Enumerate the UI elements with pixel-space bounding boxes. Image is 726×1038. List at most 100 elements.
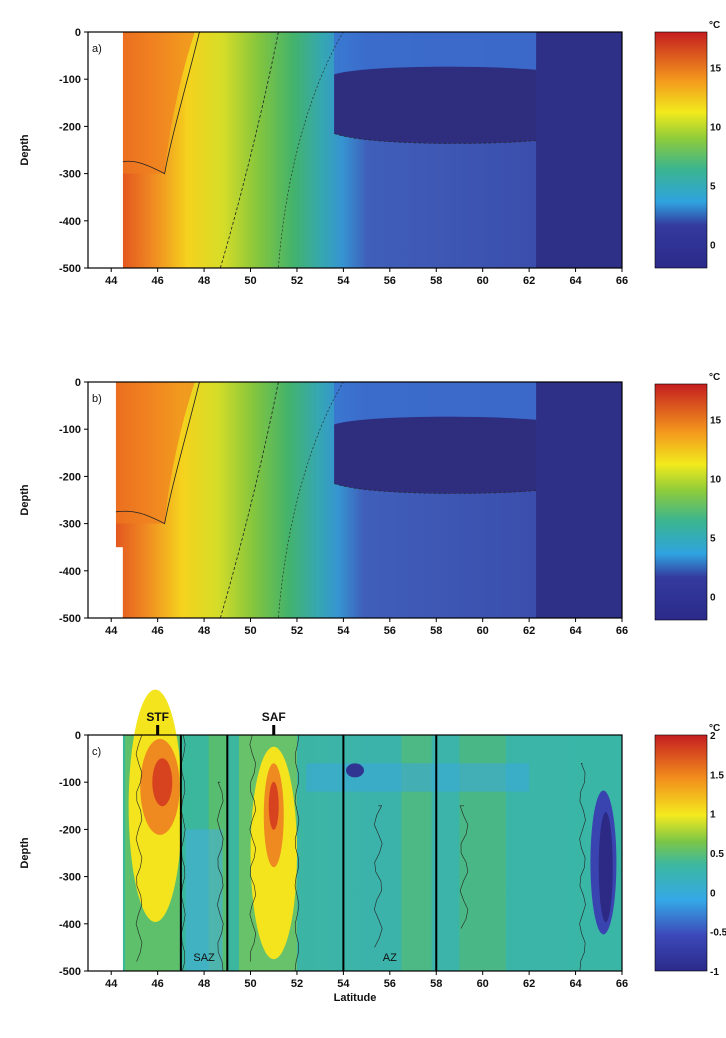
anomaly-patch bbox=[306, 763, 530, 792]
y-tick-label: -400 bbox=[59, 566, 81, 578]
cold-pool bbox=[334, 66, 537, 144]
x-tick-label: 56 bbox=[384, 978, 396, 990]
y-tick-label: -300 bbox=[59, 872, 81, 884]
x-tick-label: 62 bbox=[523, 978, 535, 990]
x-tick-label: 48 bbox=[198, 625, 210, 637]
y-tick-label: 0 bbox=[75, 377, 81, 389]
contour-line bbox=[334, 483, 537, 494]
surface-layer bbox=[334, 382, 537, 425]
y-tick-label: -500 bbox=[59, 613, 81, 625]
colorbar-tick-label: 0 bbox=[710, 592, 716, 603]
x-tick-label: 54 bbox=[337, 978, 350, 990]
warm-core bbox=[115, 382, 195, 524]
panel-label: a) bbox=[92, 43, 102, 55]
anomaly-patch bbox=[185, 829, 223, 971]
colorbar-tick-label: 10 bbox=[710, 474, 722, 485]
x-tick-label: 48 bbox=[198, 978, 210, 990]
no-data-area bbox=[115, 547, 123, 618]
y-tick-label: 0 bbox=[75, 27, 81, 39]
x-tick-label: 58 bbox=[430, 275, 442, 287]
colorbar bbox=[654, 383, 708, 621]
colorbar-unit: °C bbox=[709, 20, 720, 31]
x-tick-label: 52 bbox=[291, 978, 303, 990]
x-tick-label: 66 bbox=[616, 275, 628, 287]
colorbar-tick-label: 2 bbox=[710, 731, 716, 742]
front-label: SAF bbox=[262, 710, 286, 724]
panel-label: b) bbox=[92, 393, 102, 405]
contour-line bbox=[579, 763, 586, 972]
colorbar-tick-label: 1 bbox=[710, 810, 716, 821]
surface-layer bbox=[334, 32, 537, 75]
x-tick-label: 54 bbox=[337, 275, 350, 287]
x-axis-label: Latitude bbox=[334, 992, 377, 1004]
x-tick-label: 62 bbox=[523, 275, 535, 287]
x-tick-label: 52 bbox=[291, 625, 303, 637]
plot-frame bbox=[87, 31, 623, 269]
x-tick-label: 46 bbox=[152, 978, 164, 990]
zone-label: SAZ bbox=[193, 952, 215, 964]
x-tick-label: 56 bbox=[384, 625, 396, 637]
y-tick-label: -100 bbox=[59, 777, 81, 789]
colorbar-tick-label: 15 bbox=[710, 415, 722, 426]
x-tick-label: 64 bbox=[569, 625, 582, 637]
x-tick-label: 50 bbox=[244, 275, 256, 287]
colorbar-tick-label: 5 bbox=[710, 533, 716, 544]
y-tick-label: -300 bbox=[59, 169, 81, 181]
colorbar-tick-label: -1 bbox=[710, 967, 719, 978]
x-tick-label: 48 bbox=[198, 275, 210, 287]
x-tick-label: 56 bbox=[384, 275, 396, 287]
y-tick-label: -100 bbox=[59, 74, 81, 86]
x-tick-label: 64 bbox=[569, 978, 582, 990]
y-tick-label: -400 bbox=[59, 216, 81, 228]
contour-line bbox=[334, 133, 537, 144]
y-axis-label: Depth bbox=[19, 837, 31, 868]
x-tick-label: 50 bbox=[244, 625, 256, 637]
panel-3: STF SAF SAZ AZ c) 44 46 48 50 52 54 56 58 60 62 64 66 0 -1… bbox=[19, 689, 726, 1004]
y-tick-label: -200 bbox=[59, 824, 81, 836]
x-tick-label: 64 bbox=[569, 275, 582, 287]
panel-1: a)44 46 48 50 52 54 56 58 60 62 64 660-100-200-300-… bbox=[19, 20, 722, 287]
colorbar-tick-label: -0.5 bbox=[710, 928, 726, 939]
x-tick-label: 52 bbox=[291, 275, 303, 287]
contour-line bbox=[459, 805, 469, 929]
y-tick-label: -200 bbox=[59, 471, 81, 483]
y-tick-label: -300 bbox=[59, 519, 81, 531]
x-tick-label: 44 bbox=[105, 275, 118, 287]
colorbar-tick-label: 1.5 bbox=[710, 770, 724, 781]
front-label: STF bbox=[146, 710, 169, 724]
plot-frame bbox=[87, 734, 623, 972]
panel-2: b)44 46 48 50 52 54 56 58 60 62 64 660-100-200-300-… bbox=[19, 372, 722, 637]
x-tick-label: 58 bbox=[430, 625, 442, 637]
contour-line bbox=[249, 734, 257, 962]
cold-pool bbox=[334, 416, 537, 494]
southern-cold-band bbox=[536, 382, 622, 618]
y-tick-label: -400 bbox=[59, 919, 81, 931]
y-axis-label: Depth bbox=[19, 484, 31, 515]
colorbar bbox=[654, 31, 708, 269]
contour-line bbox=[122, 31, 200, 175]
colorbar-tick-label: 5 bbox=[710, 181, 716, 192]
x-tick-label: 50 bbox=[244, 978, 256, 990]
y-tick-label: -200 bbox=[59, 121, 81, 133]
x-tick-label: 54 bbox=[337, 625, 350, 637]
colorbar-tick-label: 0 bbox=[710, 240, 716, 251]
x-tick-label: 44 bbox=[105, 978, 118, 990]
colorbar-tick-label: 0.5 bbox=[710, 849, 724, 860]
contour-line bbox=[217, 781, 224, 972]
y-tick-label: -500 bbox=[59, 263, 81, 275]
no-data-area bbox=[88, 32, 123, 268]
x-tick-label: 46 bbox=[152, 625, 164, 637]
contour-line bbox=[115, 381, 200, 525]
no-data-area bbox=[88, 382, 116, 618]
contour-line bbox=[219, 381, 279, 619]
colorbar-tick-label: 0 bbox=[710, 888, 716, 899]
cold-anomaly bbox=[598, 812, 613, 923]
x-tick-label: 66 bbox=[616, 978, 628, 990]
warm-core bbox=[122, 32, 195, 174]
saf-warm-core bbox=[268, 781, 279, 830]
no-data-area bbox=[88, 735, 123, 971]
cold-anomaly bbox=[346, 763, 364, 778]
y-tick-label: -100 bbox=[59, 424, 81, 436]
contour-line bbox=[219, 31, 279, 269]
